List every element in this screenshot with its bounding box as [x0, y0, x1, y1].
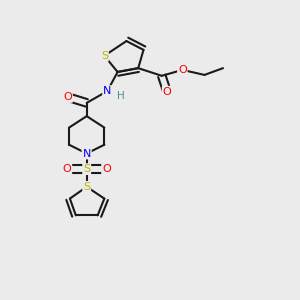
Text: S: S — [101, 51, 108, 61]
Text: H: H — [117, 92, 124, 101]
Text: O: O — [63, 92, 72, 102]
Text: O: O — [163, 87, 172, 97]
Text: S: S — [83, 182, 90, 192]
Text: O: O — [178, 65, 187, 75]
Text: S: S — [83, 164, 90, 174]
Text: N: N — [103, 86, 112, 96]
Text: O: O — [63, 164, 71, 174]
Text: N: N — [82, 148, 91, 158]
Text: O: O — [102, 164, 111, 174]
